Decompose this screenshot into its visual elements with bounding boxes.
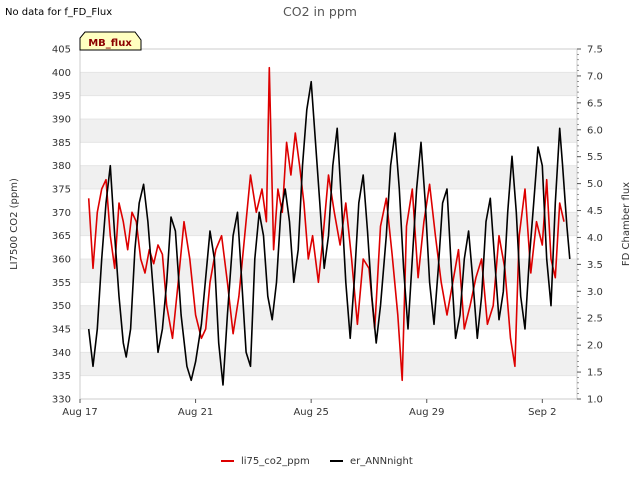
band [80, 352, 577, 376]
y-left-tick-label: 360 [52, 255, 71, 266]
legend: li75_co2_ppm er_ANNnight [221, 456, 413, 467]
y-axis-label-right: FD Chamber flux [621, 182, 632, 266]
y-right-tick-label: 1.0 [587, 395, 603, 406]
x-tick-label: Aug 25 [293, 407, 328, 418]
y-left-tick-label: 340 [52, 348, 71, 359]
y-right-tick-label: 3.0 [587, 287, 603, 298]
y-left-tick-label: 370 [52, 208, 71, 219]
mb-flux-badge: MB_flux [79, 31, 142, 51]
y-right-tick-label: 1.5 [587, 368, 603, 379]
y-right-tick-label: 6.5 [587, 98, 603, 109]
band [80, 72, 577, 96]
y-left-tick-label: 335 [52, 371, 71, 382]
y-axis-label-left: LI7500 CO2 (ppm) [9, 178, 20, 270]
series-line-er-annnight [87, 80, 571, 386]
y-right-tick-label: 5.0 [587, 179, 603, 190]
no-data-status: No data for f_FD_Flux [5, 7, 113, 18]
x-tick-label: Aug 29 [409, 407, 444, 418]
x-tick-label: Aug 21 [178, 407, 213, 418]
y-right-tick-label: 5.5 [587, 152, 603, 163]
y-left-tick-label: 380 [52, 161, 71, 172]
x-tick-label: Aug 17 [62, 407, 97, 418]
y-right-tick-label: 6.0 [587, 125, 603, 136]
legend-label-er-annnight: er_ANNnight [350, 456, 413, 467]
y-left-tick-label: 405 [52, 45, 71, 56]
y-left-tick-label: 390 [52, 115, 71, 126]
y-right-tick-label: 3.5 [587, 260, 603, 271]
y-right-tick-label: 2.5 [587, 314, 603, 325]
x-tick-label: Sep 2 [528, 407, 556, 418]
chart-title: CO2 in ppm [283, 4, 357, 19]
y-right-tick-label: 7.5 [587, 45, 603, 56]
y-left-tick-label: 330 [52, 395, 71, 406]
y-left-tick-label: 345 [52, 325, 71, 336]
y-left-tick-label: 395 [52, 91, 71, 102]
y-right-tick-label: 2.0 [587, 341, 603, 352]
y-left-tick-label: 400 [52, 68, 71, 79]
y-left-tick-label: 355 [52, 278, 71, 289]
y-left-tick-label: 385 [52, 138, 71, 149]
y-right-tick-label: 4.0 [587, 233, 603, 244]
y-left-tick-label: 350 [52, 301, 71, 312]
y-left-tick-label: 365 [52, 231, 71, 242]
y-left-tick-label: 375 [52, 185, 71, 196]
series-line-li75-co2-ppm [87, 66, 565, 382]
band [80, 305, 577, 329]
band [80, 119, 577, 143]
y-right-tick-label: 7.0 [587, 71, 603, 82]
band [80, 259, 577, 283]
legend-label-li75: li75_co2_ppm [241, 456, 310, 467]
y-right-tick-label: 4.5 [587, 206, 603, 217]
badge-label: MB_flux [88, 38, 132, 49]
